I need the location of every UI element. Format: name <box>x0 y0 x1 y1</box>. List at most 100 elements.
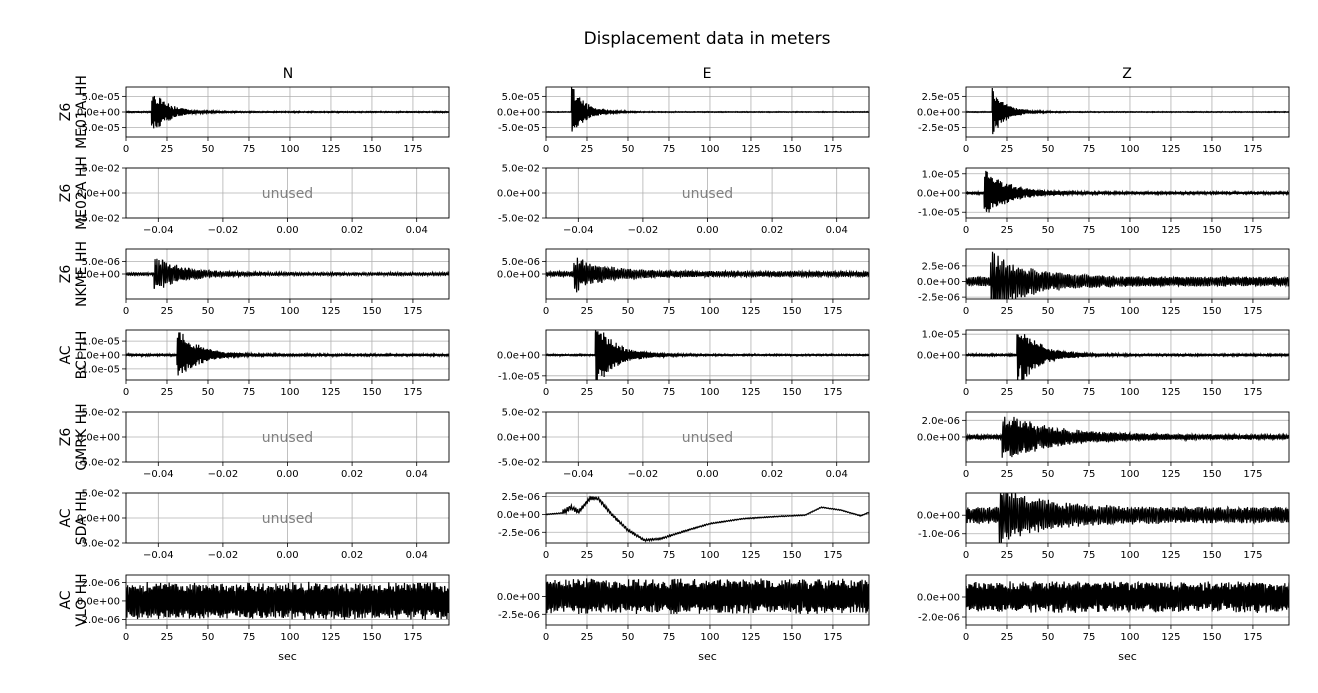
x-tick-label: 125 <box>1161 632 1180 643</box>
x-tick-label: 125 <box>741 144 760 155</box>
x-tick-label: 25 <box>1001 306 1014 317</box>
x-tick-label: 50 <box>202 144 215 155</box>
x-tick-label: 50 <box>1042 387 1055 398</box>
x-tick-label: 50 <box>622 306 635 317</box>
x-tick-label: 50 <box>622 144 635 155</box>
y-tick-label: -2.5e-06 <box>498 528 540 539</box>
row-network-label: AC <box>58 590 74 609</box>
x-tick-label: 0 <box>963 550 969 561</box>
x-tick-label: 150 <box>1202 632 1221 643</box>
x-tick-label: 75 <box>1083 387 1096 398</box>
y-tick-label: 0.0e+00 <box>77 514 120 525</box>
y-tick-label: -5.0e-02 <box>78 214 120 225</box>
panel-z-row4: 0 25 50 75 100 125 150 175 0.0e+00 2.0e-06 <box>917 411 1290 480</box>
x-tick-label: 0.02 <box>761 225 783 236</box>
x-tick-label: 100 <box>700 550 719 561</box>
x-tick-label: 25 <box>581 144 594 155</box>
x-tick-label: 25 <box>161 387 174 398</box>
x-tick-label: 0.04 <box>826 225 848 236</box>
x-tick-label: 150 <box>1202 306 1221 317</box>
panel-n-row3: 0 25 50 75 100 125 150 175 -1.0e-05 0.0e+00 1.0e-0… <box>77 329 450 398</box>
panel-e-row4: unused −0.04 −0.02 0.00 0.02 0.04 -5.0e-02 0.0e… <box>497 408 870 480</box>
x-tick-label: 0 <box>543 632 549 643</box>
y-tick-label: -5.0e-02 <box>498 214 540 225</box>
y-tick-label: 0.0e+00 <box>497 270 540 281</box>
x-tick-label: 25 <box>1001 144 1014 155</box>
x-axis-labels: sec sec sec <box>278 650 1137 663</box>
row-label: AC SDA HH <box>58 491 90 546</box>
x-tick-label: 75 <box>1083 144 1096 155</box>
x-tick-label: 175 <box>823 306 842 317</box>
row-label: Z6 NKME HH <box>58 241 90 307</box>
x-tick-label: 0.02 <box>341 225 363 236</box>
x-tick-label: 0.04 <box>406 225 428 236</box>
figure-title: Displacement data in meters <box>584 29 831 49</box>
x-tick-label: 125 <box>1161 225 1180 236</box>
x-tick-label: 125 <box>741 387 760 398</box>
y-tick-label: 0.0e+00 <box>497 189 540 200</box>
x-tick-label: 100 <box>700 387 719 398</box>
panel-n-row4: unused −0.04 −0.02 0.00 0.02 0.04 -5.0e-02 0.0e… <box>77 408 450 480</box>
y-tick-label: 0.0e+00 <box>917 351 960 362</box>
row-label: Z6 ME01A HH <box>58 75 90 149</box>
x-tick-label: 75 <box>1083 632 1096 643</box>
x-tick-label: 25 <box>161 632 174 643</box>
y-tick-label: -2.5e-06 <box>918 293 960 304</box>
x-tick-label: 0.04 <box>406 469 428 480</box>
x-tick-label: 125 <box>741 550 760 561</box>
x-tick-label: 25 <box>1001 550 1014 561</box>
x-tick-label: 125 <box>321 632 340 643</box>
y-tick-label: -5.0e-02 <box>78 458 120 469</box>
x-tick-label: 125 <box>1161 387 1180 398</box>
panel-e-row0: 0 25 50 75 100 125 150 175 -5.0e-05 0.0e+00 5.0e-0… <box>497 86 870 155</box>
x-tick-label: 100 <box>1120 144 1139 155</box>
x-tick-label: 25 <box>1001 387 1014 398</box>
x-tick-label: 125 <box>321 387 340 398</box>
axes-frame <box>965 574 1290 626</box>
x-tick-label: 0 <box>963 225 969 236</box>
x-tick-label: 25 <box>1001 632 1014 643</box>
row-network-label: Z6 <box>58 265 74 284</box>
x-tick-label: 75 <box>243 306 256 317</box>
y-tick-label: 5.0e-02 <box>502 164 540 175</box>
x-tick-label: −0.04 <box>143 550 174 561</box>
axes-frame <box>545 492 870 544</box>
y-tick-label: 0.0e+00 <box>77 108 120 119</box>
x-tick-label: 100 <box>1120 225 1139 236</box>
x-tick-label: 100 <box>1120 550 1139 561</box>
y-tick-label: -1.0e-05 <box>918 208 960 219</box>
column-title-e: E <box>703 66 712 82</box>
x-tick-label: 75 <box>243 632 256 643</box>
x-tick-label: 150 <box>1202 469 1221 480</box>
x-tick-label: 150 <box>362 144 381 155</box>
x-tick-label: 150 <box>782 632 801 643</box>
x-tick-label: 25 <box>581 632 594 643</box>
y-tick-label: -2.0e-06 <box>918 613 960 624</box>
x-tick-label: −0.04 <box>563 469 594 480</box>
panel-n-row1: unused −0.04 −0.02 0.00 0.02 0.04 -5.0e-02 0.0e… <box>77 164 450 236</box>
x-tick-label: 100 <box>1120 469 1139 480</box>
x-tick-label: 75 <box>663 144 676 155</box>
waveform-trace <box>126 258 449 290</box>
x-axis-label: sec <box>698 650 717 663</box>
x-tick-label: 50 <box>1042 225 1055 236</box>
panel-z-row3: 0 25 50 75 100 125 150 175 0.0e+00 1.0e-05 <box>917 329 1290 398</box>
x-tick-label: 150 <box>1202 225 1221 236</box>
panel-n-row0: 0 25 50 75 100 125 150 175 -5.0e-05 0.0e+00 5.0e-0… <box>77 86 450 155</box>
x-tick-label: 0 <box>963 632 969 643</box>
row-station-label: ME01A HH <box>74 75 90 149</box>
x-tick-label: 75 <box>663 632 676 643</box>
x-tick-label: 150 <box>362 632 381 643</box>
y-tick-label: -1.0e-05 <box>78 364 120 375</box>
x-tick-label: 0.00 <box>696 225 718 236</box>
x-tick-label: 0 <box>963 144 969 155</box>
x-tick-label: 0.00 <box>276 225 298 236</box>
y-tick-label: 2.0e-06 <box>922 416 960 427</box>
row-network-label: Z6 <box>58 103 74 122</box>
x-tick-label: 50 <box>202 387 215 398</box>
x-tick-label: 0 <box>543 306 549 317</box>
x-tick-label: 100 <box>280 632 299 643</box>
waveform-trace <box>546 578 869 615</box>
y-tick-label: 0.0e+00 <box>77 433 120 444</box>
x-tick-label: 50 <box>1042 144 1055 155</box>
